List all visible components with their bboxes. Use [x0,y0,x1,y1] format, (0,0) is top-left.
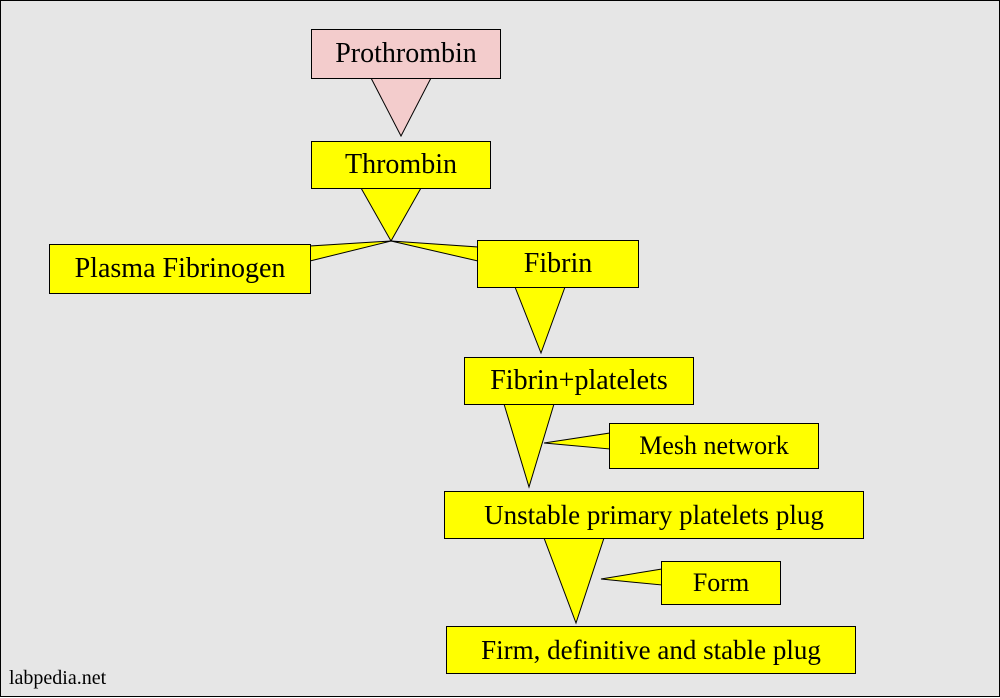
node-plasma-fibrinogen: Plasma Fibrinogen [49,244,311,294]
tail-form [601,569,662,585]
node-form: Form [661,561,781,605]
tail-prothrombin [371,78,431,136]
node-fibrin: Fibrin [477,240,639,288]
node-fibrin-platelets: Fibrin+platelets [464,357,694,405]
tail-fibrinplat-down [504,404,554,487]
tail-unstable-down [544,538,604,623]
tail-mesh [544,433,610,449]
node-stable-plug: Firm, definitive and stable plug [446,626,856,674]
tail-thrombin-down [361,188,421,241]
node-mesh-network: Mesh network [609,423,819,469]
node-unstable-plug: Unstable primary platelets plug [444,491,864,539]
connectors-layer [1,1,1000,698]
diagram-canvas: Prothrombin Thrombin Plasma Fibrinogen F… [0,0,1000,697]
tail-fibrin-down [515,287,565,353]
tail-plasmafib [310,241,391,261]
tail-fibrin-left [391,241,478,261]
node-prothrombin: Prothrombin [311,29,501,79]
node-thrombin: Thrombin [311,141,491,189]
